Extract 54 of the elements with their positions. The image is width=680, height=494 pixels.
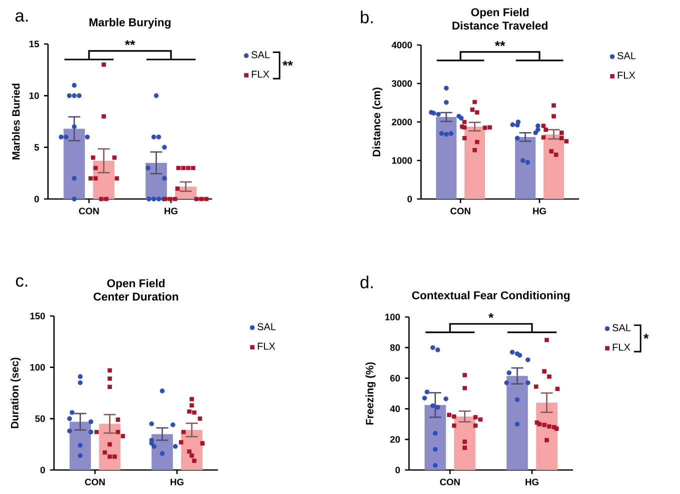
y-axis-title: Freezing (%) [366,362,376,424]
legend-label: FLX [612,344,630,351]
y-tick-label: 40 [390,406,400,412]
chart-title: Open Field [107,278,165,290]
y-tick-label: 80 [390,344,400,351]
legend-label: FLX [258,342,276,350]
y-tick-label: 100 [385,314,400,320]
annotation: ** [494,41,506,46]
x-tick-label: HG [533,208,546,214]
annotation: * [488,313,494,318]
x-tick-label: HG [170,478,184,486]
text: d. [360,276,373,288]
legend-label: FLX [252,70,270,78]
y-axis-title: Duration (sec) [10,358,21,428]
text: b. [360,10,373,24]
legend-label: SAL [258,323,276,330]
y-tick-label: 3000 [392,80,412,87]
annotation: ** [124,40,136,46]
y-tick-label: 20 [390,436,400,443]
legend-label: SAL [252,51,270,58]
chart-subtitle: Distance Traveled [452,21,548,30]
y-tick-label: 100 [30,364,45,371]
y-axis-title: Distance (cm) [372,88,382,156]
y-axis-title: Marbles Buried [12,84,20,160]
y-tick-label: 15 [30,40,40,48]
text: * [644,334,649,339]
y-tick-label: 5 [34,144,40,151]
y-tick-label: 0 [395,466,400,474]
y-tick-label: 60 [390,374,400,382]
y-tick-label: 0 [40,466,45,474]
chart-title: Marble Burying [90,18,170,29]
y-tick-label: 1000 [392,157,412,164]
text: c. [16,277,28,287]
chart-subtitle: Center Duration [94,292,178,301]
y-tick-label: 4000 [392,42,412,48]
x-tick-label: HG [164,208,178,214]
y-tick-label: 0 [34,196,39,202]
x-tick-label: CON [440,478,460,486]
legend-label: SAL [618,52,636,60]
y-tick-label: 0 [407,196,412,202]
y-tick-label: 50 [35,415,45,422]
y-tick-label: 2000 [392,118,412,126]
text: a. [16,12,28,22]
x-tick-label: CON [450,208,470,214]
x-tick-label: HG [526,478,538,486]
chart-title: Open Field [471,8,529,19]
y-tick-label: 10 [30,92,39,99]
y-tick-label: 150 [30,312,45,320]
chart-title: Contextual Fear Conditioning [412,291,570,302]
x-tick-label: CON [79,208,99,214]
text: ** [282,60,293,66]
legend-label: SAL [612,324,631,332]
x-tick-label: CON [85,478,105,486]
legend-label: FLX [618,72,636,79]
